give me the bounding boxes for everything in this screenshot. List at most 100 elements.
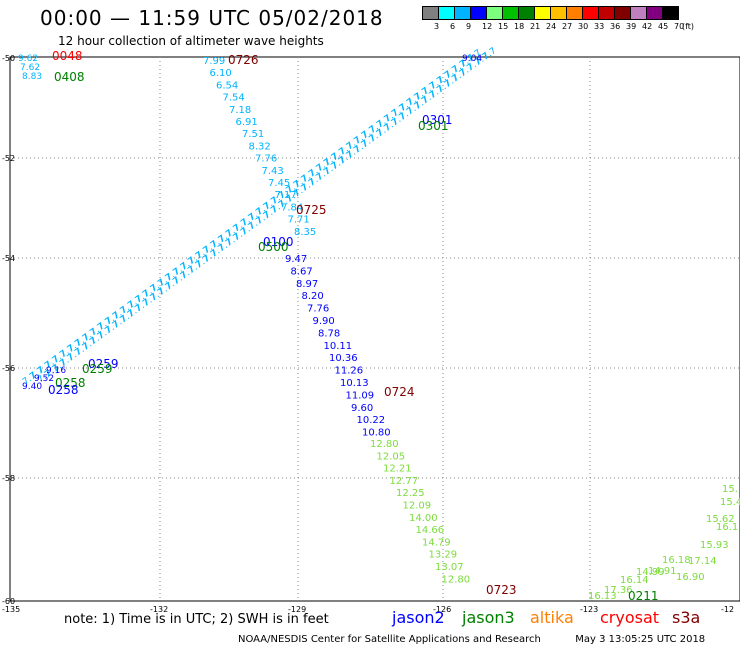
legend-label: 24 [546, 22, 557, 31]
track-value-0726: 7.18 [229, 105, 251, 116]
track-value-0726: 7.43 [262, 166, 284, 177]
track-value-0726: 7.99 [203, 56, 225, 67]
legend-label: 21 [530, 22, 541, 31]
track-value-right: 16.13 [588, 591, 617, 602]
legend-label: 6 [450, 22, 456, 31]
track-value-0726: 7.45 [268, 178, 290, 189]
track-value-0723: 12.21 [383, 464, 412, 475]
track-time-label: 0211 [628, 589, 659, 603]
track-value-0723: 13.07 [435, 562, 464, 573]
track-value-right: 17.36 [604, 585, 633, 596]
track-value-right: 15.62 [706, 514, 735, 525]
lat-tick-label: -58 [2, 474, 15, 483]
satellite-name: cryosat [600, 608, 660, 627]
track-value-0723: 12.80 [370, 439, 399, 450]
legend-swatch [662, 6, 679, 20]
track-time-label: 0259 [82, 362, 113, 376]
track-time-label: 0723 [486, 583, 517, 597]
lon-tick-label: -12 [721, 605, 734, 614]
track-value-0726: 6.91 [236, 117, 258, 128]
satellite-name: s3a [672, 608, 701, 627]
track-value-0724: 10.80 [362, 428, 391, 439]
track-value-right: 16.1 [716, 522, 738, 533]
track-value-top: 9.04 [462, 54, 482, 64]
track-time-label: 0258 [55, 376, 86, 390]
track-time-label: 0259 [88, 357, 119, 371]
track-value-0723: 12.05 [377, 451, 406, 462]
satellite-name: jason3 [462, 608, 515, 627]
credit-text: NOAA/NESDIS Center for Satellite Applica… [238, 634, 541, 645]
track-value-bottom-left: 9.40 [22, 382, 42, 392]
lon-tick-label: -132 [150, 605, 168, 614]
track-value-0724: 8.20 [302, 291, 324, 302]
track-value-left-top: 7.62 [20, 63, 40, 73]
track-value-0724: 9.90 [313, 316, 335, 327]
track-value-0723: 12.80 [442, 574, 471, 585]
track-value-0724: 8.78 [318, 328, 340, 339]
track-value-0726: 6.54 [216, 80, 238, 91]
track-value-left-top: 8.83 [22, 72, 42, 82]
legend-labels: 3 6 9 12 15 18 21 24 27 30 33 36 39 42 45 70 (ft) [422, 22, 740, 34]
legend-label: 15 [498, 22, 509, 31]
map-subtitle: 12 hour collection of altimeter wave hei… [58, 34, 324, 48]
track-value-0724: 11.26 [335, 366, 364, 377]
track-value-0726: 7.54 [223, 93, 245, 104]
footer-note: note: 1) Time is in UTC; 2) SWH is in fe… [64, 612, 329, 627]
legend-label: 27 [562, 22, 573, 31]
lat-tick-label: -56 [2, 364, 15, 373]
legend-label: 39 [626, 22, 637, 31]
track-value-0723: 13.29 [429, 550, 458, 561]
track-value-0724: 11.09 [346, 390, 375, 401]
track-value-0724: 10.11 [324, 341, 353, 352]
track-value-right: 16.90 [676, 572, 705, 583]
lon-tick-label: -135 [2, 605, 20, 614]
footer-credit: NOAA/NESDIS Center for Satellite Applica… [238, 634, 705, 645]
track-value-0724: 9.47 [285, 254, 307, 265]
track-value-0726: 7.17 [275, 190, 297, 201]
track-value-0724: 10.36 [329, 353, 358, 364]
legend-label: 3 [434, 22, 440, 31]
track-value-right: 16.18 [662, 555, 691, 566]
track-value-right: 14.91 [648, 566, 677, 577]
track-value-0726: 6.10 [210, 68, 232, 79]
track-time-label: 0408 [54, 70, 85, 84]
legend-label: 36 [610, 22, 621, 31]
track-time-label: 0724 [384, 385, 415, 399]
track-value-left-top: 9.62 [18, 54, 38, 64]
track-value-0723: 12.25 [396, 488, 425, 499]
plot-frame [9, 56, 740, 602]
legend-label: 70 [674, 22, 685, 31]
track-value-right: 16.14 [620, 575, 649, 586]
lon-tick-label: -129 [288, 605, 306, 614]
color-legend [422, 5, 679, 24]
track-value-0724: 9.60 [351, 403, 373, 414]
track-value-0724: 7.76 [307, 304, 329, 315]
track-value-right: 15. [722, 484, 738, 495]
track-value-0724: 8.67 [291, 266, 313, 277]
lat-tick-label: -60 [2, 597, 15, 606]
track-value-right: 15.45 [720, 497, 740, 508]
satellite-name: altika [530, 608, 574, 627]
track-value-right: 15.93 [700, 540, 729, 551]
lat-tick-label: -54 [2, 254, 15, 263]
satellite-name: jason2 [392, 608, 445, 627]
track-value-0726: 8.35 [294, 227, 316, 238]
track-value-0724: 8.97 [296, 279, 318, 290]
track-time-label: 0500 [258, 240, 289, 254]
legend-label: 33 [594, 22, 605, 31]
generated-timestamp: May 3 13:05:25 UTC 2018 [575, 634, 706, 645]
track-value-0723: 12.09 [403, 501, 432, 512]
track-time-label: 0301 [418, 119, 449, 133]
legend-unit: (ft) [682, 22, 695, 31]
track-value-0723: 12.77 [390, 476, 419, 487]
lat-tick-label: -50 [2, 54, 15, 63]
lon-tick-label: -123 [580, 605, 598, 614]
track-value-0726: 7.76 [255, 154, 277, 165]
track-value-0723: 14.00 [409, 513, 438, 524]
legend-label: 12 [482, 22, 493, 31]
track-time-label: 0725 [296, 203, 327, 217]
track-time-label: 0726 [228, 53, 259, 67]
legend-label: 9 [466, 22, 472, 31]
track-time-label: 0048 [52, 49, 83, 63]
